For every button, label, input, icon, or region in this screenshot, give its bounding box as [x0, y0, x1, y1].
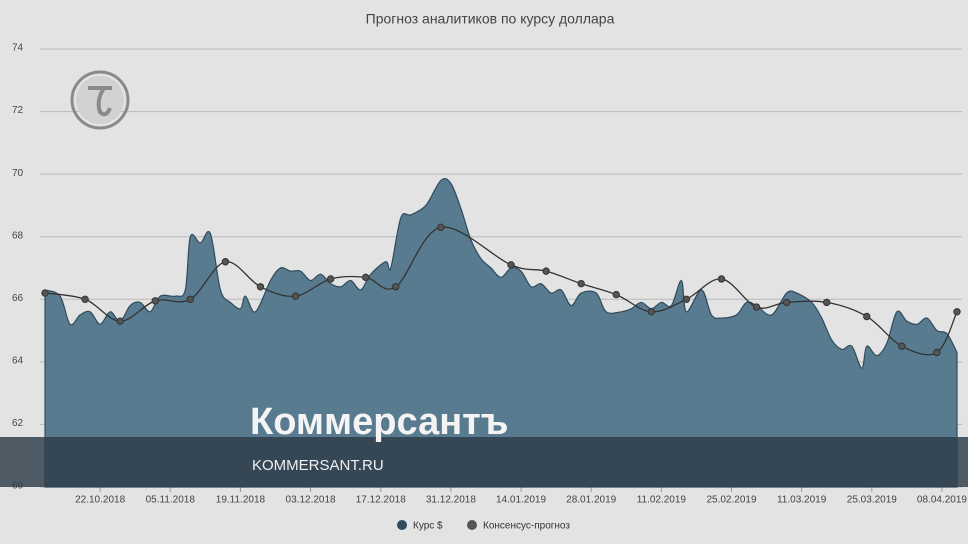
y-tick-label: 66 [12, 293, 24, 304]
x-tick-label: 25.03.2019 [847, 495, 897, 506]
marker [291, 292, 300, 300]
marker [256, 283, 265, 291]
x-tick-label: 05.11.2018 [146, 495, 196, 506]
marker [507, 261, 515, 269]
marker [682, 295, 691, 303]
y-tick-label: 70 [12, 168, 24, 179]
legend-label: Консенсус-прогноз [483, 521, 570, 532]
marker [647, 308, 656, 316]
marker [577, 279, 585, 288]
marker [782, 298, 791, 307]
x-tick-label: 03.12.2018 [286, 495, 336, 506]
x-tick-label: 25.02.2019 [706, 495, 756, 506]
marker [542, 267, 550, 275]
x-tick-label: 17.12.2018 [356, 495, 406, 506]
marker [221, 258, 230, 266]
marker [752, 303, 761, 311]
area [44, 177, 958, 488]
marker [362, 273, 370, 282]
x-tick-label: 11.02.2019 [637, 495, 687, 506]
x-tick-label: 31.12.2018 [426, 495, 476, 506]
logo-glyph [88, 86, 112, 117]
chart-title: Прогноз аналитиков по курсу доллара [366, 11, 615, 27]
marker [437, 223, 445, 232]
marker [863, 312, 871, 321]
x-tick-label: 08.04.2019 [917, 495, 967, 506]
x-tick-label: 11.03.2019 [777, 495, 827, 506]
legend-marker [397, 520, 407, 530]
marker [326, 275, 335, 283]
x-tick-label: 14.01.2019 [496, 495, 546, 506]
marker [953, 308, 961, 316]
marker [151, 297, 159, 305]
logo-ring [70, 70, 130, 130]
y-tick-label: 62 [12, 418, 24, 429]
logo [70, 70, 130, 130]
marker [717, 275, 726, 283]
y-tick-label: 68 [12, 230, 24, 241]
x-tick-label: 28.01.2019 [566, 495, 616, 506]
marker [116, 317, 124, 325]
watermark-band [0, 437, 968, 487]
marker [392, 283, 400, 291]
y-tick-label: 72 [12, 105, 24, 116]
x-tick-label: 22.10.2018 [75, 495, 125, 506]
y-tick-label: 64 [12, 355, 24, 366]
legend-marker [467, 520, 477, 530]
marker [612, 290, 620, 299]
y-tick-label: 74 [12, 43, 24, 54]
line [44, 226, 958, 356]
marker [81, 295, 89, 303]
marker [823, 298, 831, 307]
watermark-site: KOMMERSANT.RU [252, 457, 384, 474]
watermark-brand: Коммерсантъ [250, 401, 508, 443]
marker [898, 342, 906, 350]
marker [186, 295, 195, 303]
x-tick-label: 19.11.2018 [216, 495, 266, 506]
legend-label: Курс $ [413, 521, 443, 532]
marker [41, 289, 49, 297]
marker [933, 348, 941, 357]
